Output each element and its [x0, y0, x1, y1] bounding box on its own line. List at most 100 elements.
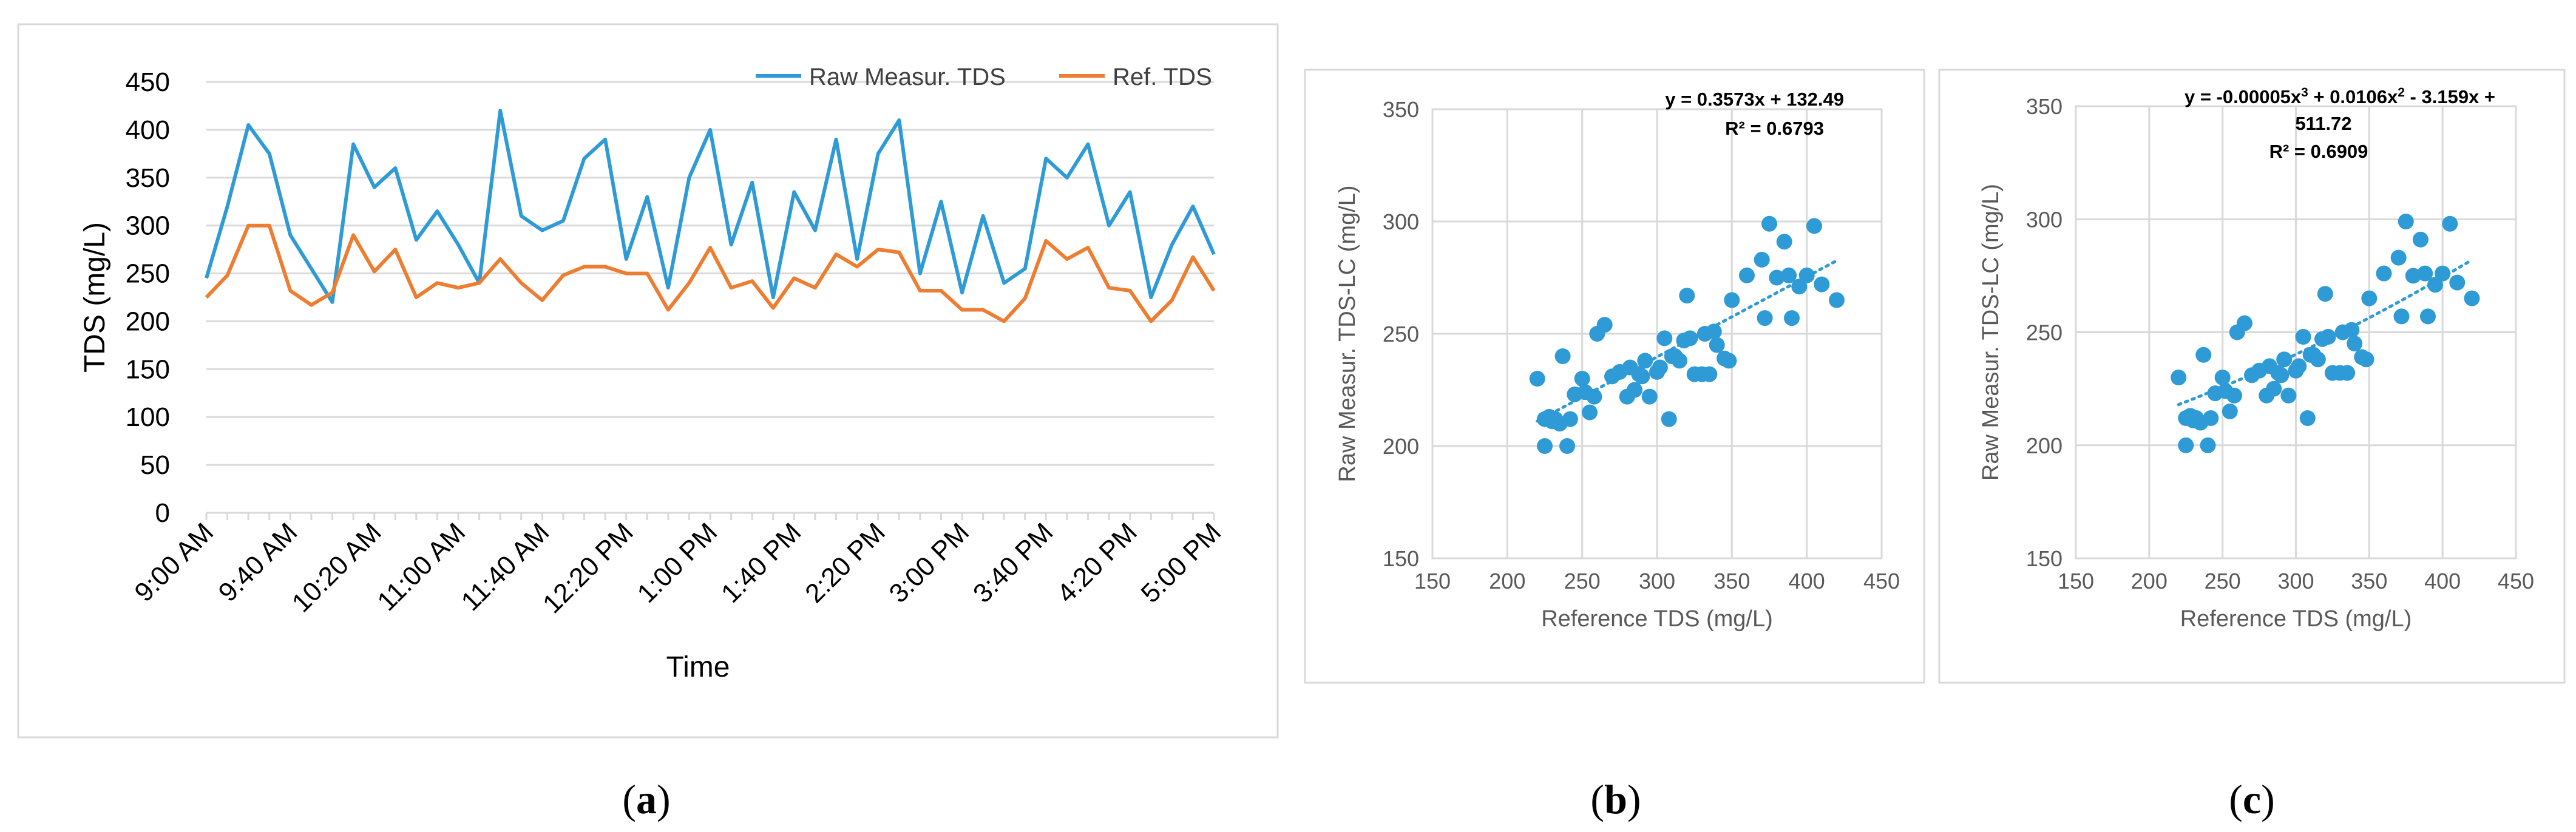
data-point — [1634, 368, 1650, 385]
y-tick-label: 350 — [126, 163, 170, 193]
data-point — [1776, 234, 1792, 250]
trendline — [2177, 258, 2473, 407]
y-tick-label: 300 — [126, 211, 170, 241]
chart-c: 150 200 250 300 350 400 450 150 200 250 300 350 Refe… — [1978, 94, 2534, 632]
subfigure-label-c: (c) — [2229, 776, 2275, 822]
data-point — [1641, 388, 1658, 405]
data-point — [2195, 347, 2212, 363]
data-point — [2361, 290, 2378, 306]
data-point — [1761, 215, 1777, 232]
data-point — [1574, 371, 1590, 387]
data-point — [2412, 231, 2429, 248]
x-tick-label: 200 — [1489, 569, 1525, 594]
data-point — [2317, 286, 2333, 302]
x-axis-title: Time — [666, 651, 730, 683]
x-tick-label: 300 — [2277, 569, 2314, 594]
x-tick-label: 250 — [1564, 569, 1601, 594]
data-point — [1529, 371, 1545, 387]
data-point — [2347, 336, 2363, 352]
data-point — [2200, 437, 2216, 453]
y-tick-label: 400 — [126, 115, 170, 145]
data-point — [2178, 437, 2194, 453]
x-tick-label: 400 — [1789, 569, 1825, 594]
equation-c-line1: y = -0.00005x3 + 0.0106x2 - 3.159x + — [2185, 86, 2495, 108]
data-point — [2266, 380, 2282, 397]
data-point — [2358, 351, 2374, 368]
y-tick-label: 50 — [140, 450, 170, 480]
data-point — [1672, 353, 1687, 369]
data-point — [2442, 215, 2458, 232]
data-point — [2299, 410, 2316, 426]
data-point — [1784, 310, 1800, 326]
y-axis-title: Raw Measur. TDS-LC (mg/L) — [1335, 185, 1360, 482]
legend-label: Raw Measur. TDS — [809, 64, 1006, 90]
data-point — [1781, 267, 1797, 283]
data-point — [1806, 218, 1822, 234]
data-point — [1769, 269, 1785, 286]
data-point — [2203, 410, 2219, 426]
subfigure-label-a: (a) — [622, 776, 670, 822]
data-point — [2226, 387, 2242, 404]
data-point — [2435, 265, 2451, 282]
data-point — [2295, 329, 2311, 345]
data-point — [2276, 351, 2293, 368]
legend-label: Ref. TDS — [1113, 64, 1212, 90]
data-point — [1537, 438, 1553, 454]
data-point — [2376, 265, 2392, 282]
x-tick-label: 400 — [2424, 569, 2461, 594]
y-tick-label: 250 — [1383, 322, 1419, 347]
data-point — [1627, 382, 1642, 398]
data-point — [2280, 387, 2297, 404]
y-tick-label: 200 — [126, 306, 170, 336]
data-point — [1554, 348, 1571, 364]
data-point — [2236, 315, 2252, 331]
x-tick-label: 350 — [2351, 569, 2387, 594]
y-tick-label: 450 — [126, 67, 170, 97]
y-axis-title: Raw Measur. TDS-LC (mg/L) — [1978, 184, 2004, 481]
data-point — [1562, 411, 1578, 427]
x-tick-label: 450 — [1863, 569, 1900, 594]
data-point — [1739, 267, 1755, 283]
x-tick-label: 300 — [1639, 569, 1675, 594]
chart-a-frame — [17, 23, 1279, 739]
series-line-ref — [205, 223, 1216, 323]
data-point — [2171, 370, 2187, 385]
equation-c-line2: 511.72 — [2295, 113, 2351, 134]
y-tick-label: 150 — [2026, 546, 2062, 571]
data-point — [1679, 288, 1695, 304]
y-tick-label: 150 — [126, 354, 170, 384]
data-point — [2339, 365, 2356, 381]
data-point — [2417, 265, 2433, 282]
x-axis-title: Reference TDS (mg/L) — [2180, 606, 2412, 632]
trendline — [1536, 259, 1839, 423]
data-point — [1559, 438, 1575, 454]
y-tick-label: 250 — [126, 259, 170, 289]
data-point — [2222, 403, 2238, 419]
y-tick-label: 350 — [2026, 94, 2062, 119]
data-point — [1814, 276, 1830, 293]
x-tick-label: 150 — [1414, 569, 1451, 594]
data-point — [2420, 308, 2436, 325]
data-point — [2398, 214, 2414, 229]
y-tick-label: 100 — [126, 402, 170, 432]
y-tick-label: 200 — [1383, 434, 1419, 459]
data-point — [1596, 317, 1613, 333]
x-axis-title: Reference TDS (mg/L) — [1541, 606, 1773, 632]
data-point — [1721, 353, 1737, 369]
data-point — [2393, 308, 2410, 325]
r2-b: R² = 0.6793 — [1725, 118, 1824, 139]
x-tick-label: 200 — [2131, 569, 2168, 594]
y-tick-label: 300 — [1383, 209, 1419, 234]
series-line-raw — [205, 109, 1216, 304]
data-point — [2214, 370, 2231, 385]
data-point — [2310, 351, 2326, 368]
chart-b: 150 200 250 300 350 400 450 150 200 250 300 350 Refe… — [1335, 97, 1900, 632]
x-tick-label: 350 — [1713, 569, 1750, 594]
y-tick-label: 200 — [2026, 433, 2062, 458]
y-tick-label: 350 — [1383, 97, 1419, 122]
data-point — [2390, 249, 2407, 266]
y-tick-label: 300 — [2026, 207, 2062, 232]
x-tick-label: 450 — [2498, 569, 2534, 594]
data-point — [2344, 322, 2360, 338]
